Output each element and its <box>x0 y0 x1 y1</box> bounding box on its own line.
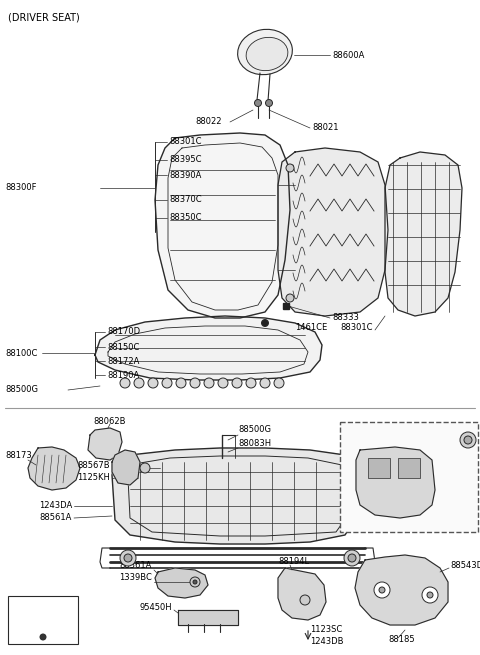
Circle shape <box>260 378 270 388</box>
Text: 88500G: 88500G <box>238 426 271 434</box>
Polygon shape <box>95 316 322 380</box>
Circle shape <box>286 294 294 302</box>
Bar <box>8 596 78 644</box>
Ellipse shape <box>246 37 288 71</box>
Polygon shape <box>355 555 448 625</box>
Text: 1125KH: 1125KH <box>77 474 110 483</box>
Text: 81385A: 81385A <box>12 597 47 605</box>
Text: 88333: 88333 <box>332 314 359 322</box>
Text: 88100C: 88100C <box>5 348 37 358</box>
Text: 88600A: 88600A <box>332 50 364 60</box>
Circle shape <box>120 550 136 566</box>
Circle shape <box>374 582 390 598</box>
Text: 88185: 88185 <box>435 424 462 432</box>
Circle shape <box>460 432 476 448</box>
Polygon shape <box>356 447 435 518</box>
Circle shape <box>348 554 356 562</box>
Circle shape <box>262 320 268 326</box>
Polygon shape <box>88 428 122 460</box>
Polygon shape <box>358 450 386 485</box>
Text: 88021: 88021 <box>312 124 338 132</box>
Ellipse shape <box>238 29 292 75</box>
Text: 95450H: 95450H <box>139 603 172 612</box>
Polygon shape <box>155 568 208 598</box>
Polygon shape <box>355 475 392 520</box>
Text: 88500G: 88500G <box>5 386 38 394</box>
Text: 1123SC: 1123SC <box>310 626 342 635</box>
Circle shape <box>190 577 200 587</box>
Circle shape <box>218 378 228 388</box>
Text: 88561A: 88561A <box>40 514 72 523</box>
Circle shape <box>140 463 150 473</box>
Circle shape <box>265 100 273 107</box>
Text: 88390A: 88390A <box>169 170 202 179</box>
Text: 88565: 88565 <box>395 460 421 470</box>
Text: 88185: 88185 <box>388 635 415 645</box>
Circle shape <box>464 436 472 444</box>
Circle shape <box>300 595 310 605</box>
Text: 88194L: 88194L <box>418 443 449 453</box>
Polygon shape <box>155 133 290 318</box>
Text: 88052B: 88052B <box>395 493 427 502</box>
Polygon shape <box>28 447 80 490</box>
Circle shape <box>254 100 262 107</box>
Circle shape <box>232 378 242 388</box>
Text: 88395C: 88395C <box>169 155 202 164</box>
Text: 88301C: 88301C <box>169 138 202 147</box>
Text: 88543D: 88543D <box>450 561 480 569</box>
Bar <box>398 458 420 478</box>
Text: 1243DB: 1243DB <box>310 637 344 645</box>
Text: 88301C: 88301C <box>340 324 372 333</box>
Text: 1243DA: 1243DA <box>39 502 72 510</box>
Polygon shape <box>112 450 140 485</box>
Bar <box>368 458 390 478</box>
Text: 1461CE: 1461CE <box>295 324 327 333</box>
Circle shape <box>204 378 214 388</box>
Text: (W/POWER): (W/POWER) <box>346 426 390 434</box>
Text: 88370C: 88370C <box>169 195 202 204</box>
Circle shape <box>422 587 438 603</box>
Circle shape <box>120 378 130 388</box>
Circle shape <box>148 378 158 388</box>
Circle shape <box>40 634 46 640</box>
Circle shape <box>286 164 294 172</box>
Text: 1125KH: 1125KH <box>395 474 428 483</box>
Text: 88194L: 88194L <box>278 557 309 567</box>
Circle shape <box>427 592 433 598</box>
Text: 1339BC: 1339BC <box>119 574 152 582</box>
Text: 88083H: 88083H <box>238 438 271 447</box>
Polygon shape <box>112 448 360 544</box>
Text: 88062B: 88062B <box>93 417 125 426</box>
Circle shape <box>124 554 132 562</box>
Polygon shape <box>178 610 238 625</box>
Circle shape <box>176 378 186 388</box>
Text: 88172A: 88172A <box>107 356 139 365</box>
Circle shape <box>274 378 284 388</box>
Text: 88561A: 88561A <box>120 561 152 569</box>
Circle shape <box>246 378 256 388</box>
Circle shape <box>134 378 144 388</box>
Text: (DRIVER SEAT): (DRIVER SEAT) <box>8 12 80 22</box>
Circle shape <box>162 378 172 388</box>
Text: 88022: 88022 <box>195 117 221 126</box>
Polygon shape <box>278 568 326 620</box>
Text: 88150C: 88150C <box>107 343 139 352</box>
Circle shape <box>190 378 200 388</box>
Text: 88567B: 88567B <box>77 462 110 470</box>
FancyBboxPatch shape <box>340 422 478 532</box>
Circle shape <box>375 465 381 471</box>
Text: 88350C: 88350C <box>169 214 202 223</box>
Text: 88173: 88173 <box>5 451 32 460</box>
Circle shape <box>379 587 385 593</box>
Polygon shape <box>385 152 462 316</box>
Circle shape <box>193 580 197 584</box>
Text: 88190A: 88190A <box>107 371 139 379</box>
Bar <box>283 303 289 309</box>
Circle shape <box>370 460 386 476</box>
Text: 88170D: 88170D <box>107 328 140 337</box>
Text: 88990S: 88990S <box>410 455 442 464</box>
Polygon shape <box>278 148 388 316</box>
Text: 88300F: 88300F <box>5 183 36 193</box>
Circle shape <box>344 550 360 566</box>
